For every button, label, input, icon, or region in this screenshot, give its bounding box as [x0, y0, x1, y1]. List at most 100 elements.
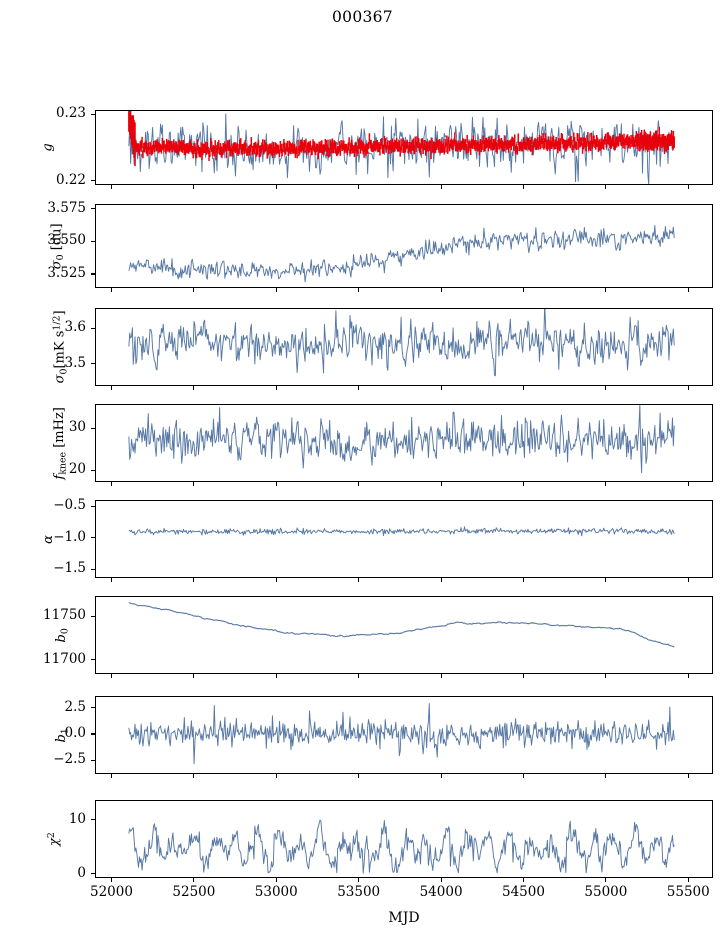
x-tick-mark-sigma0_du-5 — [522, 288, 525, 292]
x-tick-mark-b1-3 — [358, 774, 360, 778]
series-chi2 — [128, 819, 675, 874]
x-tick-mark-sigma0_mK-4 — [440, 386, 442, 390]
x-tick-mark-sigma0_mK-0 — [110, 386, 113, 390]
y-axis-label-b0: b0 — [53, 627, 71, 642]
plot-panel-chi2 — [95, 800, 713, 878]
x-tick-label-7: 55500 — [666, 884, 710, 900]
y-tick-mark-b0-1 — [91, 615, 95, 617]
x-tick-mark-alpha-7 — [687, 578, 689, 582]
x-tick-mark-sigma0_du-6 — [605, 288, 607, 292]
y-axis-label-sigma0_mK: σ0[mK s1/2] — [51, 310, 69, 384]
x-tick-mark-g-6 — [605, 185, 607, 189]
y-tick-mark-alpha-0 — [91, 568, 95, 570]
x-tick-mark-alpha-6 — [605, 578, 607, 582]
x-tick-mark-b0-2 — [275, 674, 277, 678]
x-tick-mark-b1-4 — [440, 774, 442, 778]
x-tick-mark-chi2-2 — [275, 878, 277, 882]
y-axis-label-b1: b1 — [53, 727, 71, 742]
x-tick-mark-g-5 — [522, 185, 525, 189]
y-tick-label-alpha-2: −0.5 — [53, 497, 86, 514]
y-tick-mark-sigma0_mK-0 — [91, 363, 95, 365]
x-tick-label-0: 52000 — [89, 884, 133, 900]
plot-panel-g — [95, 110, 713, 185]
y-tick-mark-fknee-1 — [91, 427, 95, 429]
plot-panel-alpha — [95, 500, 713, 578]
x-tick-mark-chi2-5 — [522, 878, 525, 882]
x-tick-mark-b1-5 — [522, 774, 525, 778]
x-tick-mark-chi2-4 — [440, 878, 442, 882]
y-tick-label-g-1: 0.23 — [55, 105, 86, 122]
x-tick-mark-alpha-3 — [358, 578, 360, 582]
x-tick-mark-sigma0_du-2 — [275, 288, 277, 292]
x-tick-mark-g-4 — [440, 185, 442, 189]
plot-panel-sigma0_du — [95, 204, 713, 288]
x-tick-mark-sigma0_du-4 — [440, 288, 442, 292]
x-tick-mark-sigma0_mK-3 — [358, 386, 360, 390]
y-tick-label-alpha-0: −1.5 — [53, 560, 86, 577]
y-tick-mark-sigma0_du-2 — [91, 208, 95, 210]
x-tick-mark-fknee-0 — [110, 482, 113, 486]
x-tick-mark-chi2-7 — [687, 878, 689, 882]
x-tick-label-1: 52500 — [172, 884, 216, 900]
x-tick-mark-b0-6 — [605, 674, 607, 678]
x-tick-mark-sigma0_du-3 — [358, 288, 360, 292]
y-tick-label-sigma0_du-2: 3.575 — [47, 199, 86, 216]
y-tick-label-b0-0: 11700 — [43, 650, 86, 667]
y-tick-mark-b1-2 — [91, 707, 95, 709]
y-tick-mark-g-1 — [91, 113, 95, 115]
x-tick-mark-fknee-1 — [193, 482, 195, 486]
plot-area-fknee — [128, 405, 675, 474]
y-axis-label-fknee: fknee [mHz] — [51, 406, 69, 479]
x-tick-mark-b1-1 — [193, 774, 195, 778]
y-tick-mark-b1-1 — [91, 733, 95, 735]
y-tick-mark-sigma0_du-1 — [91, 240, 95, 243]
plot-area-b0 — [128, 602, 675, 648]
y-tick-label-sigma0_mK-1: 3.6 — [64, 319, 86, 336]
plot-area-alpha — [128, 526, 675, 537]
plot-panel-b0 — [95, 596, 713, 674]
y-tick-label-b1-0: −2.5 — [53, 751, 86, 768]
y-tick-label-sigma0_du-0: 3.525 — [47, 264, 86, 281]
series-b0 — [128, 602, 675, 648]
y-tick-mark-sigma0_mK-1 — [91, 327, 95, 330]
x-tick-mark-chi2-3 — [358, 878, 360, 882]
y-tick-label-b1-2: 2.5 — [64, 698, 86, 715]
x-tick-mark-g-2 — [275, 185, 277, 189]
x-tick-label-2: 53000 — [254, 884, 298, 900]
y-axis-label-sigma0_du: σ0 [du] — [49, 222, 67, 269]
x-tick-mark-fknee-5 — [522, 482, 525, 486]
x-tick-mark-alpha-4 — [440, 578, 442, 582]
y-tick-mark-alpha-2 — [91, 505, 95, 507]
series-b1 — [128, 703, 675, 765]
y-tick-mark-sigma0_du-0 — [91, 273, 95, 275]
x-tick-mark-b0-0 — [110, 674, 113, 678]
x-tick-mark-b1-7 — [687, 774, 689, 778]
y-axis-label-alpha: α — [40, 534, 56, 544]
y-tick-label-g-0: 0.22 — [55, 171, 86, 188]
series-sigma0_mK — [128, 309, 675, 377]
x-tick-mark-b0-7 — [687, 674, 689, 678]
y-tick-label-chi2-0: 0 — [77, 864, 86, 881]
x-tick-mark-fknee-3 — [358, 482, 360, 486]
y-axis-label-g: g — [40, 143, 56, 152]
x-axis-label: MJD — [388, 910, 420, 926]
x-tick-mark-sigma0_mK-7 — [687, 386, 689, 390]
plot-area-b1 — [128, 703, 675, 765]
y-tick-mark-chi2-0 — [91, 873, 95, 875]
x-tick-mark-alpha-0 — [110, 578, 113, 582]
plot-area-sigma0_mK — [128, 309, 675, 377]
y-tick-label-sigma0_mK-0: 3.5 — [64, 354, 86, 371]
x-tick-mark-sigma0_du-7 — [687, 288, 689, 292]
y-tick-label-b1-1: 0.0 — [64, 724, 86, 741]
y-tick-mark-g-0 — [91, 180, 95, 182]
y-tick-mark-b1-0 — [91, 759, 95, 761]
y-tick-mark-chi2-1 — [91, 819, 95, 821]
x-tick-mark-b0-1 — [193, 674, 195, 678]
x-tick-mark-sigma0_mK-5 — [522, 386, 525, 390]
plot-area-chi2 — [128, 819, 675, 874]
y-tick-mark-alpha-1 — [91, 537, 95, 539]
x-tick-mark-chi2-6 — [605, 878, 607, 882]
x-tick-mark-alpha-5 — [522, 578, 525, 582]
x-tick-mark-sigma0_du-0 — [110, 288, 113, 292]
